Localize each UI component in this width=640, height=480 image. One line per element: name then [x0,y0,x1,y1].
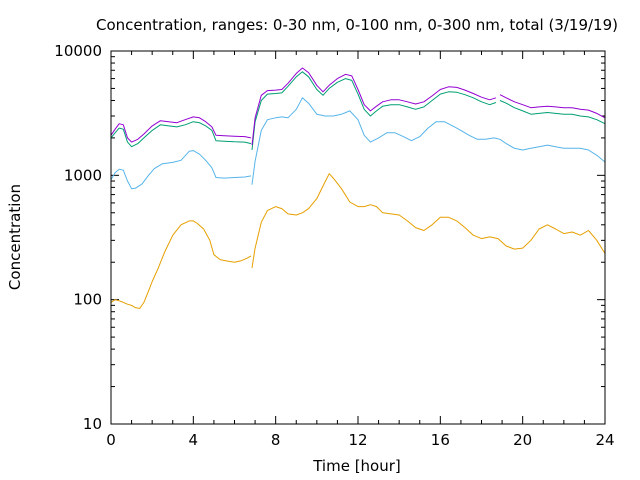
x-tick-label: 4 [189,431,199,449]
y-tick-label: 100 [73,291,102,309]
series-line-4 [251,67,497,146]
y-axis-label: Concentration [6,184,24,290]
x-tick-label: 8 [271,431,281,449]
y-tick-label: 10000 [54,42,102,60]
series-line-4 [499,94,606,119]
y-tick-label: 1000 [64,166,102,184]
axis-ticks: 0 4 8 12 16 20 24 10 100 1000 10000 [54,42,614,449]
series-line-3 [110,121,252,148]
x-tick-label: 12 [348,431,367,449]
x-axis-label: Time [hour] [312,457,401,475]
series-line-3 [251,71,497,151]
series-line-1 [251,173,606,268]
series-line-1 [110,220,252,309]
x-tick-label: 20 [513,431,532,449]
series-group [110,67,606,309]
x-tick-label: 0 [106,431,116,449]
plot-frame [110,50,606,425]
y-tick-label: 10 [83,415,102,433]
series-line-2 [251,97,606,185]
x-tick-label: 24 [595,431,614,449]
series-line-2 [110,150,252,190]
series-line-4 [110,116,252,143]
series-line-3 [499,100,606,125]
chart-title: Concentration, ranges: 0-30 nm, 0-100 nm… [96,16,618,34]
x-tick-label: 16 [431,431,450,449]
